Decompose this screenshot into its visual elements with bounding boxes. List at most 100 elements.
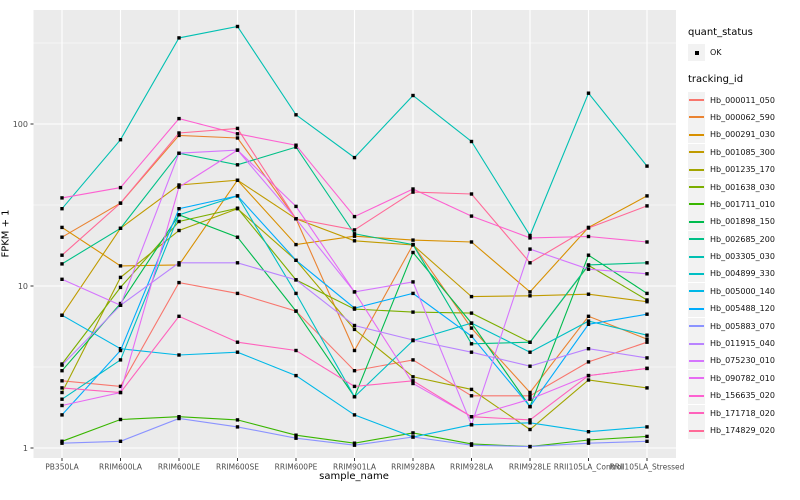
data-point — [352, 369, 357, 373]
data-point — [60, 363, 64, 367]
series-Hb_005883_070 — [60, 416, 649, 449]
legend-key-box — [688, 404, 705, 422]
legend-item-label: Hb_000011_050 — [710, 95, 775, 105]
data-point — [294, 348, 298, 353]
point-marker-icon — [694, 50, 699, 55]
legend-item-label: Hb_005000_140 — [710, 286, 775, 296]
y-tick-label: 1 — [23, 444, 28, 453]
data-point — [586, 267, 591, 271]
legend-color-line — [689, 255, 704, 258]
data-point — [294, 143, 298, 147]
data-point — [352, 327, 357, 332]
legend-color-line — [689, 342, 704, 345]
legend-item-Hb_003305_030: Hb_003305_030 — [688, 248, 800, 266]
data-point — [528, 390, 532, 395]
legend-item-Hb_005883_070: Hb_005883_070 — [688, 317, 800, 335]
data-point — [352, 441, 357, 445]
data-point — [411, 381, 415, 386]
legend-item-Hb_005000_140: Hb_005000_140 — [688, 282, 800, 300]
data-point — [294, 145, 298, 149]
data-point — [411, 379, 415, 383]
data-point — [586, 322, 591, 326]
data-point — [586, 263, 591, 267]
data-point — [528, 427, 532, 432]
data-point — [60, 386, 64, 390]
data-point — [177, 263, 181, 267]
data-point — [411, 291, 415, 296]
legend-item-Hb_075230_010: Hb_075230_010 — [688, 352, 800, 370]
legend-item-Hb_001898_150: Hb_001898_150 — [688, 213, 800, 231]
data-point — [645, 204, 649, 208]
data-point — [60, 225, 64, 230]
data-point — [645, 272, 649, 276]
data-point — [469, 334, 474, 338]
data-point — [118, 439, 123, 443]
legend-item-label: Hb_000291_030 — [710, 130, 775, 140]
data-point — [528, 421, 532, 425]
data-point — [60, 235, 64, 239]
data-point — [235, 350, 240, 354]
data-point — [645, 386, 649, 390]
data-point — [469, 423, 474, 427]
legend-item-label: Hb_002685_200 — [710, 234, 775, 244]
data-point — [645, 425, 649, 429]
data-point — [645, 312, 649, 316]
data-point — [352, 384, 357, 389]
data-point — [645, 298, 649, 302]
data-point — [177, 183, 181, 187]
data-point — [60, 369, 64, 373]
data-point — [60, 262, 64, 266]
legend-color-line — [689, 99, 704, 102]
data-point — [469, 214, 474, 218]
x-tick-label: RRIM600LA — [99, 463, 143, 472]
data-point — [586, 378, 591, 382]
data-point — [469, 294, 474, 299]
data-point — [645, 261, 649, 265]
data-point — [177, 261, 181, 265]
data-point — [645, 434, 649, 439]
x-tick-label: RRIM928LE — [509, 463, 552, 472]
data-point — [645, 337, 649, 341]
data-point — [118, 201, 123, 205]
series-Hb_003305_030 — [60, 24, 649, 238]
legend-color-line — [689, 186, 704, 189]
legend-key-box — [688, 143, 705, 161]
data-point — [469, 350, 474, 354]
data-point — [411, 338, 415, 342]
legend-key-box — [688, 178, 705, 196]
legend-quant-status-title: quant_status — [688, 27, 753, 38]
data-point — [60, 253, 64, 257]
legend-item-label: Hb_003305_030 — [710, 252, 775, 262]
data-point — [235, 148, 240, 152]
legend-color-line — [689, 307, 704, 310]
data-point — [411, 358, 415, 362]
data-point — [118, 264, 123, 268]
x-tick-label: RRIM600PE — [275, 463, 318, 472]
data-point — [60, 403, 64, 408]
legend-key-box — [688, 126, 705, 144]
legend-color-line — [689, 203, 704, 206]
data-point — [352, 239, 357, 243]
legend-color-line — [689, 116, 704, 119]
legend-key-box — [688, 213, 705, 231]
legend-key-box — [688, 317, 705, 335]
y-tick-label: 100 — [13, 120, 28, 129]
data-point — [235, 194, 240, 198]
data-point — [411, 250, 415, 255]
legend-item-Hb_000291_030: Hb_000291_030 — [688, 126, 800, 144]
data-point — [294, 217, 298, 221]
data-point — [528, 404, 532, 409]
data-point — [586, 91, 591, 95]
data-point — [352, 443, 357, 447]
x-tick-label: RRIM600SE — [216, 463, 259, 472]
data-point — [294, 258, 298, 262]
legend-item-Hb_002685_200: Hb_002685_200 — [688, 230, 800, 248]
legend-item-label: Hb_174829_020 — [710, 426, 775, 435]
data-point — [177, 207, 181, 211]
legend-key-box — [688, 44, 705, 62]
data-point — [177, 151, 181, 155]
legend-item-Hb_001085_300: Hb_001085_300 — [688, 143, 800, 161]
legend-item-Hb_001235_170: Hb_001235_170 — [688, 161, 800, 179]
data-point — [118, 285, 123, 290]
data-point — [469, 326, 474, 330]
